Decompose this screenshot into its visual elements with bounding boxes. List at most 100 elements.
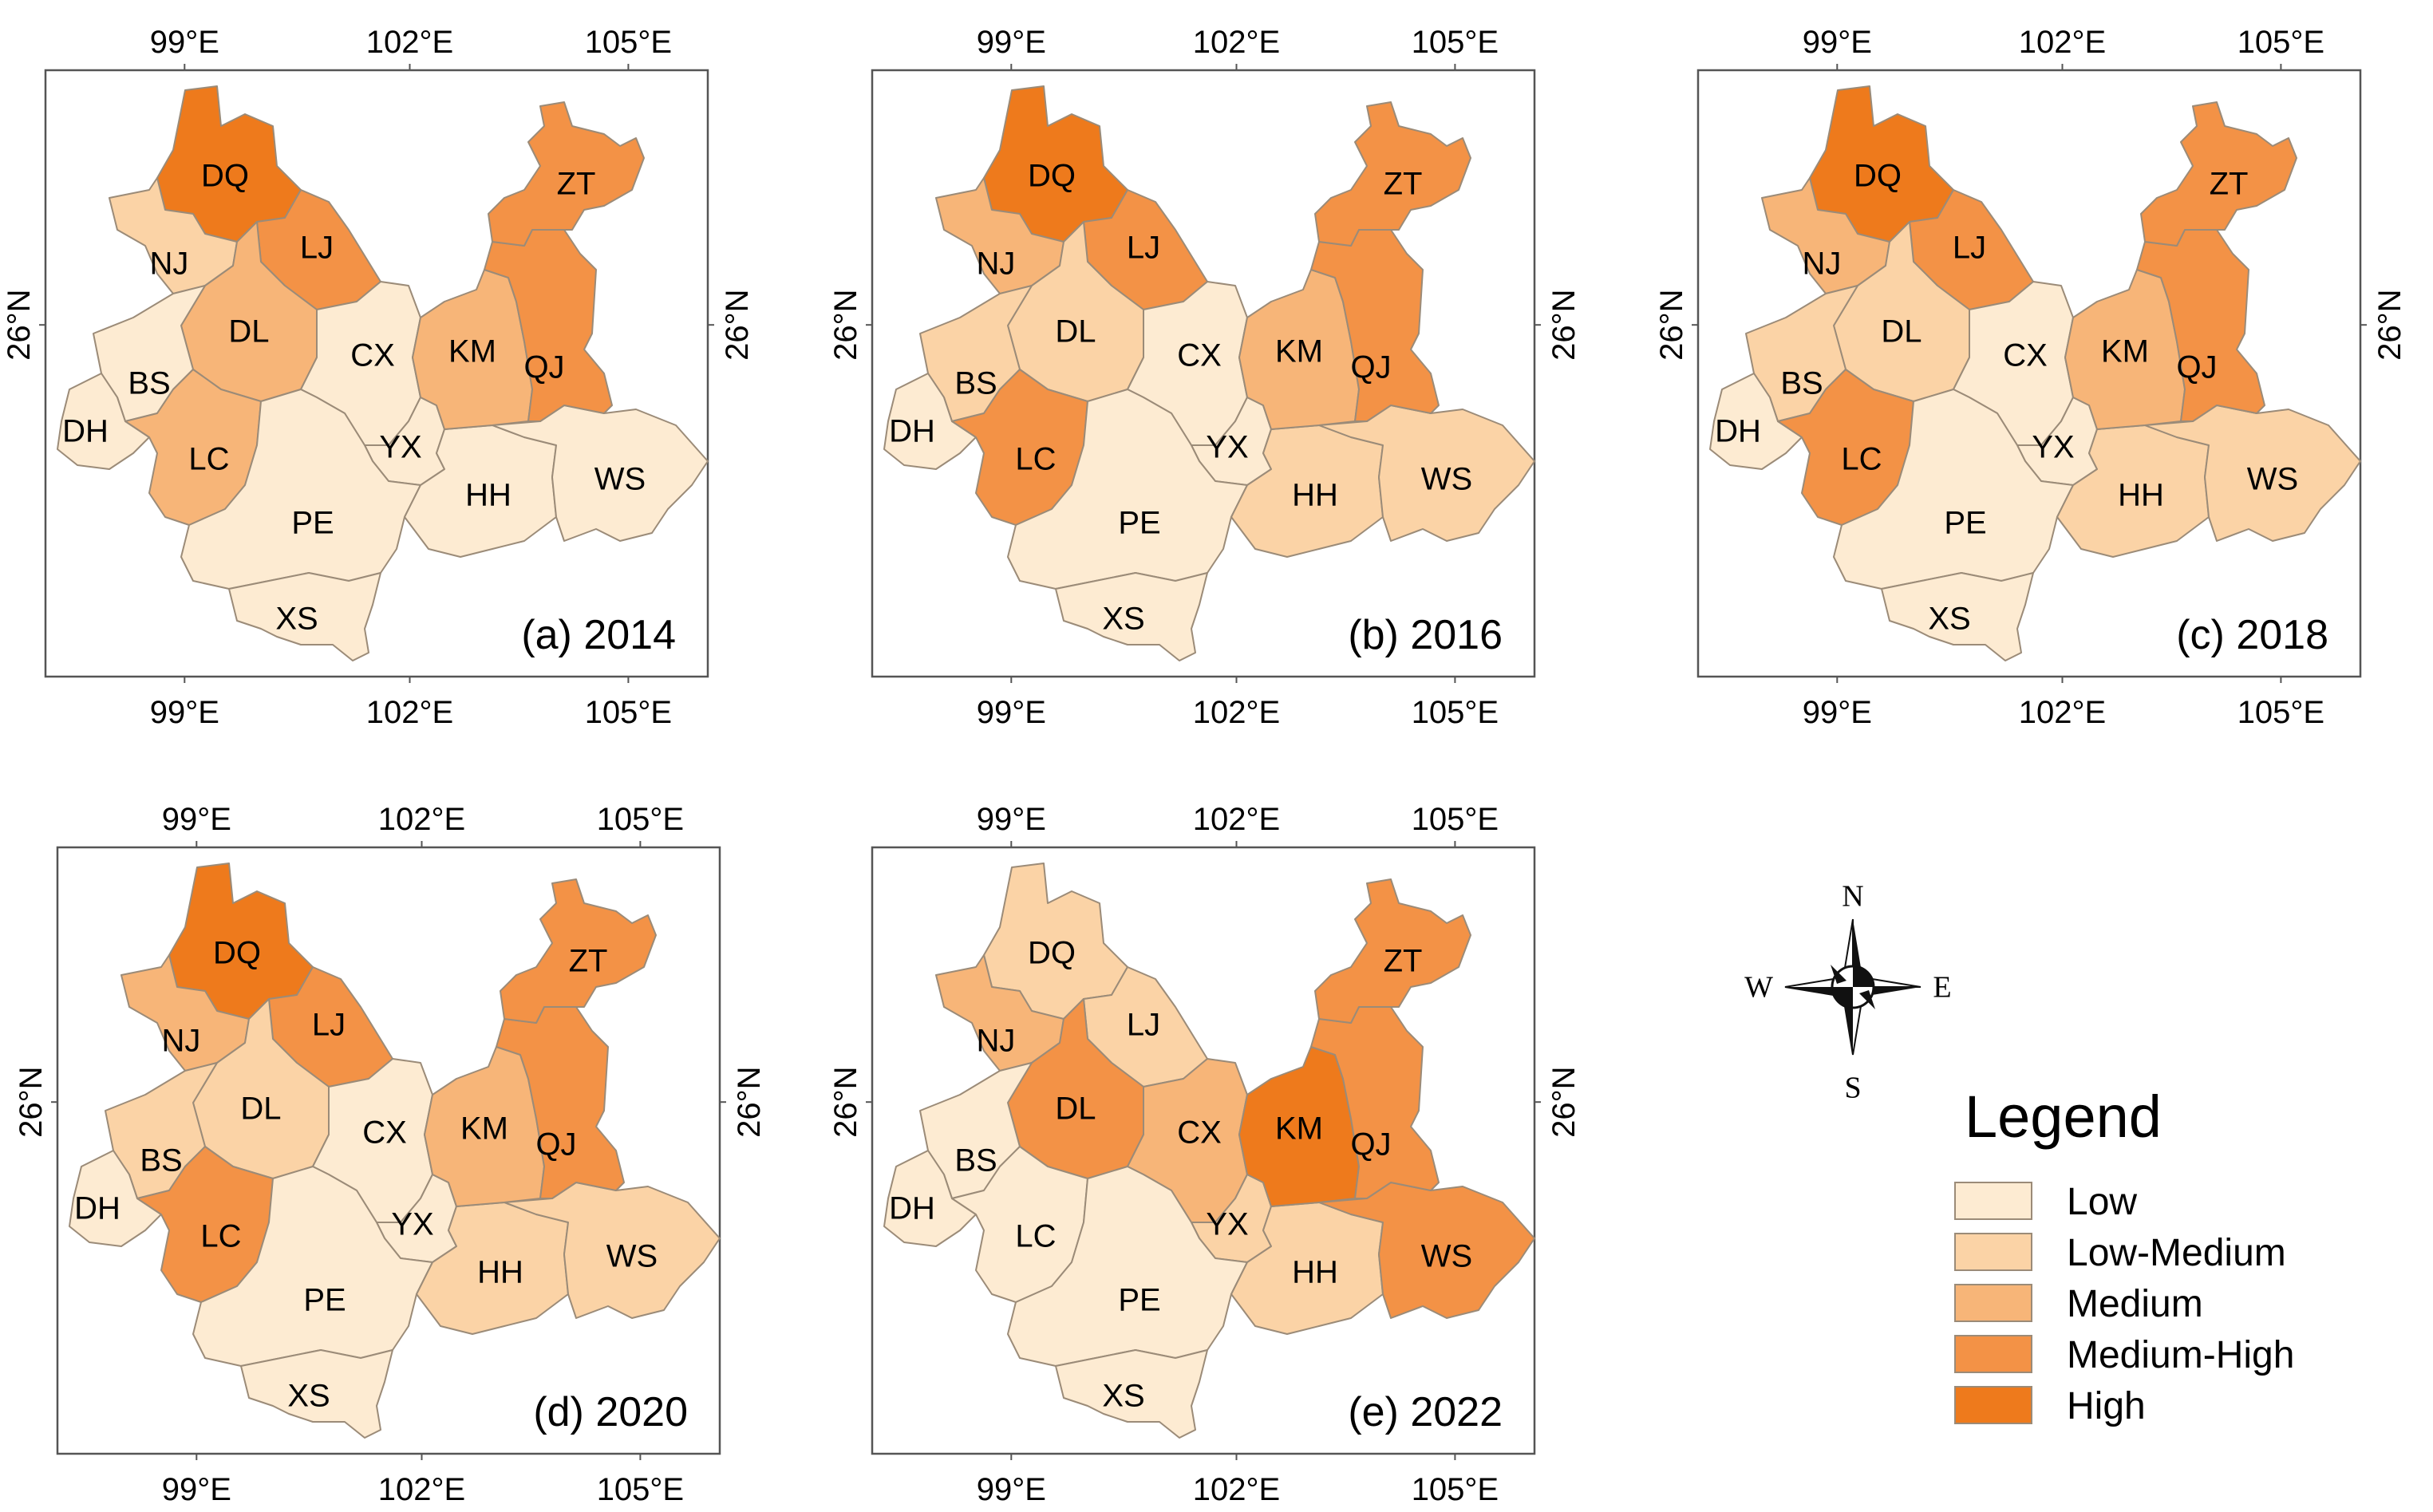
region-label-dq: DQ	[201, 159, 249, 194]
region-zt	[1314, 101, 1471, 247]
region-label-pe: PE	[1118, 506, 1160, 541]
compass-west-label: W	[1744, 971, 1773, 1005]
region-label-pe: PE	[303, 1283, 346, 1318]
region-label-qj: QJ	[535, 1127, 576, 1163]
region-label-zt: ZT	[2210, 167, 2249, 202]
region-label-lj: LJ	[1127, 231, 1160, 266]
lon-tick-top: 102°E	[1193, 802, 1280, 837]
region-label-dl: DL	[240, 1092, 281, 1127]
map-panel-5: DQ LJ NJ DL BS DH LC CX YX PE XS HH WS KM QJ ZT 99°E 99°E…	[828, 802, 1582, 1507]
region-dh	[57, 373, 150, 470]
region-label-lj: LJ	[300, 231, 334, 266]
legend-swatch	[1954, 1386, 2032, 1424]
region-label-qj: QJ	[523, 350, 564, 385]
region-dh	[883, 1150, 977, 1247]
region-label-qj: QJ	[1350, 350, 1391, 385]
legend-swatch	[1954, 1182, 2032, 1220]
lon-tick-top: 99°E	[150, 25, 219, 60]
region-label-lc: LC	[188, 442, 229, 477]
region-label-bs: BS	[1780, 366, 1823, 401]
region-label-zt: ZT	[569, 944, 608, 979]
region-label-cx: CX	[1177, 1115, 1222, 1151]
region-label-hh: HH	[465, 478, 511, 513]
map-panel-2: DQ LJ NJ DL BS DH LC CX YX PE XS HH WS KM QJ ZT 99°E 99°E…	[828, 25, 1582, 730]
lat-tick-right: 26°N	[720, 290, 755, 361]
region-label-ws: WS	[594, 462, 646, 497]
lat-tick-right: 26°N	[1546, 1067, 1582, 1138]
lon-tick-bottom: 105°E	[597, 1472, 684, 1507]
region-label-xs: XS	[1928, 602, 1970, 637]
compass-east-label: E	[1933, 971, 1951, 1005]
legend: Legend Low Low-Medium Medium Medium-High High	[1954, 1084, 2294, 1427]
region-label-lc: LC	[1015, 442, 1056, 477]
legend-swatch	[1954, 1335, 2032, 1373]
region-label-bs: BS	[954, 366, 997, 401]
region-label-nj: NJ	[150, 247, 189, 282]
region-nj	[935, 177, 1064, 294]
lon-tick-top: 105°E	[597, 802, 684, 837]
lat-tick-left: 26°N	[14, 1067, 49, 1138]
region-label-bs: BS	[140, 1143, 182, 1178]
legend-swatch	[1954, 1284, 2032, 1322]
panel-title: (c) 2018	[2176, 612, 2328, 658]
region-label-bs: BS	[128, 366, 170, 401]
region-label-nj: NJ	[1803, 247, 1842, 282]
lat-tick-left: 26°N	[1654, 290, 1689, 361]
region-label-ws: WS	[2247, 462, 2298, 497]
region-label-dq: DQ	[213, 936, 261, 971]
region-label-cx: CX	[2003, 338, 2048, 373]
panel-title: (d) 2020	[533, 1389, 688, 1435]
lon-tick-top: 99°E	[977, 802, 1046, 837]
region-label-dh: DH	[889, 1191, 935, 1226]
region-label-dh: DH	[74, 1191, 120, 1226]
lon-tick-bottom: 105°E	[585, 695, 672, 730]
lon-tick-bottom: 105°E	[1412, 695, 1499, 730]
panel-title: (e) 2022	[1348, 1389, 1503, 1435]
region-xs	[1055, 572, 1208, 661]
region-label-qj: QJ	[1350, 1127, 1391, 1163]
region-label-dh: DH	[1715, 414, 1761, 449]
lon-tick-bottom: 99°E	[150, 695, 219, 730]
lon-tick-bottom: 99°E	[162, 1472, 231, 1507]
region-label-xs: XS	[1102, 1379, 1144, 1414]
lon-tick-top: 102°E	[1193, 25, 1280, 60]
lon-tick-bottom: 102°E	[366, 695, 453, 730]
region-label-zt: ZT	[557, 167, 596, 202]
region-group: DQ LJ NJ DL BS DH LC CX YX PE XS HH WS KM QJ ZT	[883, 85, 1535, 661]
region-label-xs: XS	[287, 1379, 330, 1414]
region-xs	[240, 1349, 393, 1439]
region-xs	[1881, 572, 2034, 661]
region-label-lc: LC	[200, 1219, 241, 1254]
region-label-pe: PE	[1944, 506, 1986, 541]
region-label-yx: YX	[391, 1207, 433, 1242]
region-label-zt: ZT	[1384, 167, 1423, 202]
legend-label: High	[2067, 1385, 2146, 1427]
region-zt	[500, 878, 657, 1024]
region-label-lc: LC	[1015, 1219, 1056, 1254]
region-label-km: KM	[2101, 334, 2149, 369]
panel-title: (b) 2016	[1348, 612, 1503, 658]
region-label-yx: YX	[1206, 1207, 1248, 1242]
map-panel-4: DQ LJ NJ DL BS DH LC CX YX PE XS HH WS KM QJ ZT 99°E 99°E…	[14, 802, 767, 1507]
region-xs	[228, 572, 381, 661]
region-label-lj: LJ	[312, 1008, 346, 1043]
region-label-nj: NJ	[977, 247, 1016, 282]
lon-tick-top: 99°E	[162, 802, 231, 837]
region-label-dq: DQ	[1028, 936, 1076, 971]
lon-tick-top: 99°E	[1803, 25, 1872, 60]
region-label-hh: HH	[2118, 478, 2164, 513]
region-label-dl: DL	[1055, 314, 1096, 349]
lon-tick-bottom: 102°E	[2019, 695, 2106, 730]
region-label-dl: DL	[228, 314, 269, 349]
legend-label: Low	[2067, 1181, 2137, 1223]
legend-label: Medium	[2067, 1283, 2203, 1325]
region-label-pe: PE	[291, 506, 334, 541]
region-label-lj: LJ	[1127, 1008, 1160, 1043]
region-nj	[935, 954, 1064, 1072]
legend-label: Medium-High	[2067, 1334, 2294, 1376]
region-label-xs: XS	[275, 602, 318, 637]
region-label-ws: WS	[606, 1239, 658, 1274]
lat-tick-left: 26°N	[828, 1067, 863, 1138]
